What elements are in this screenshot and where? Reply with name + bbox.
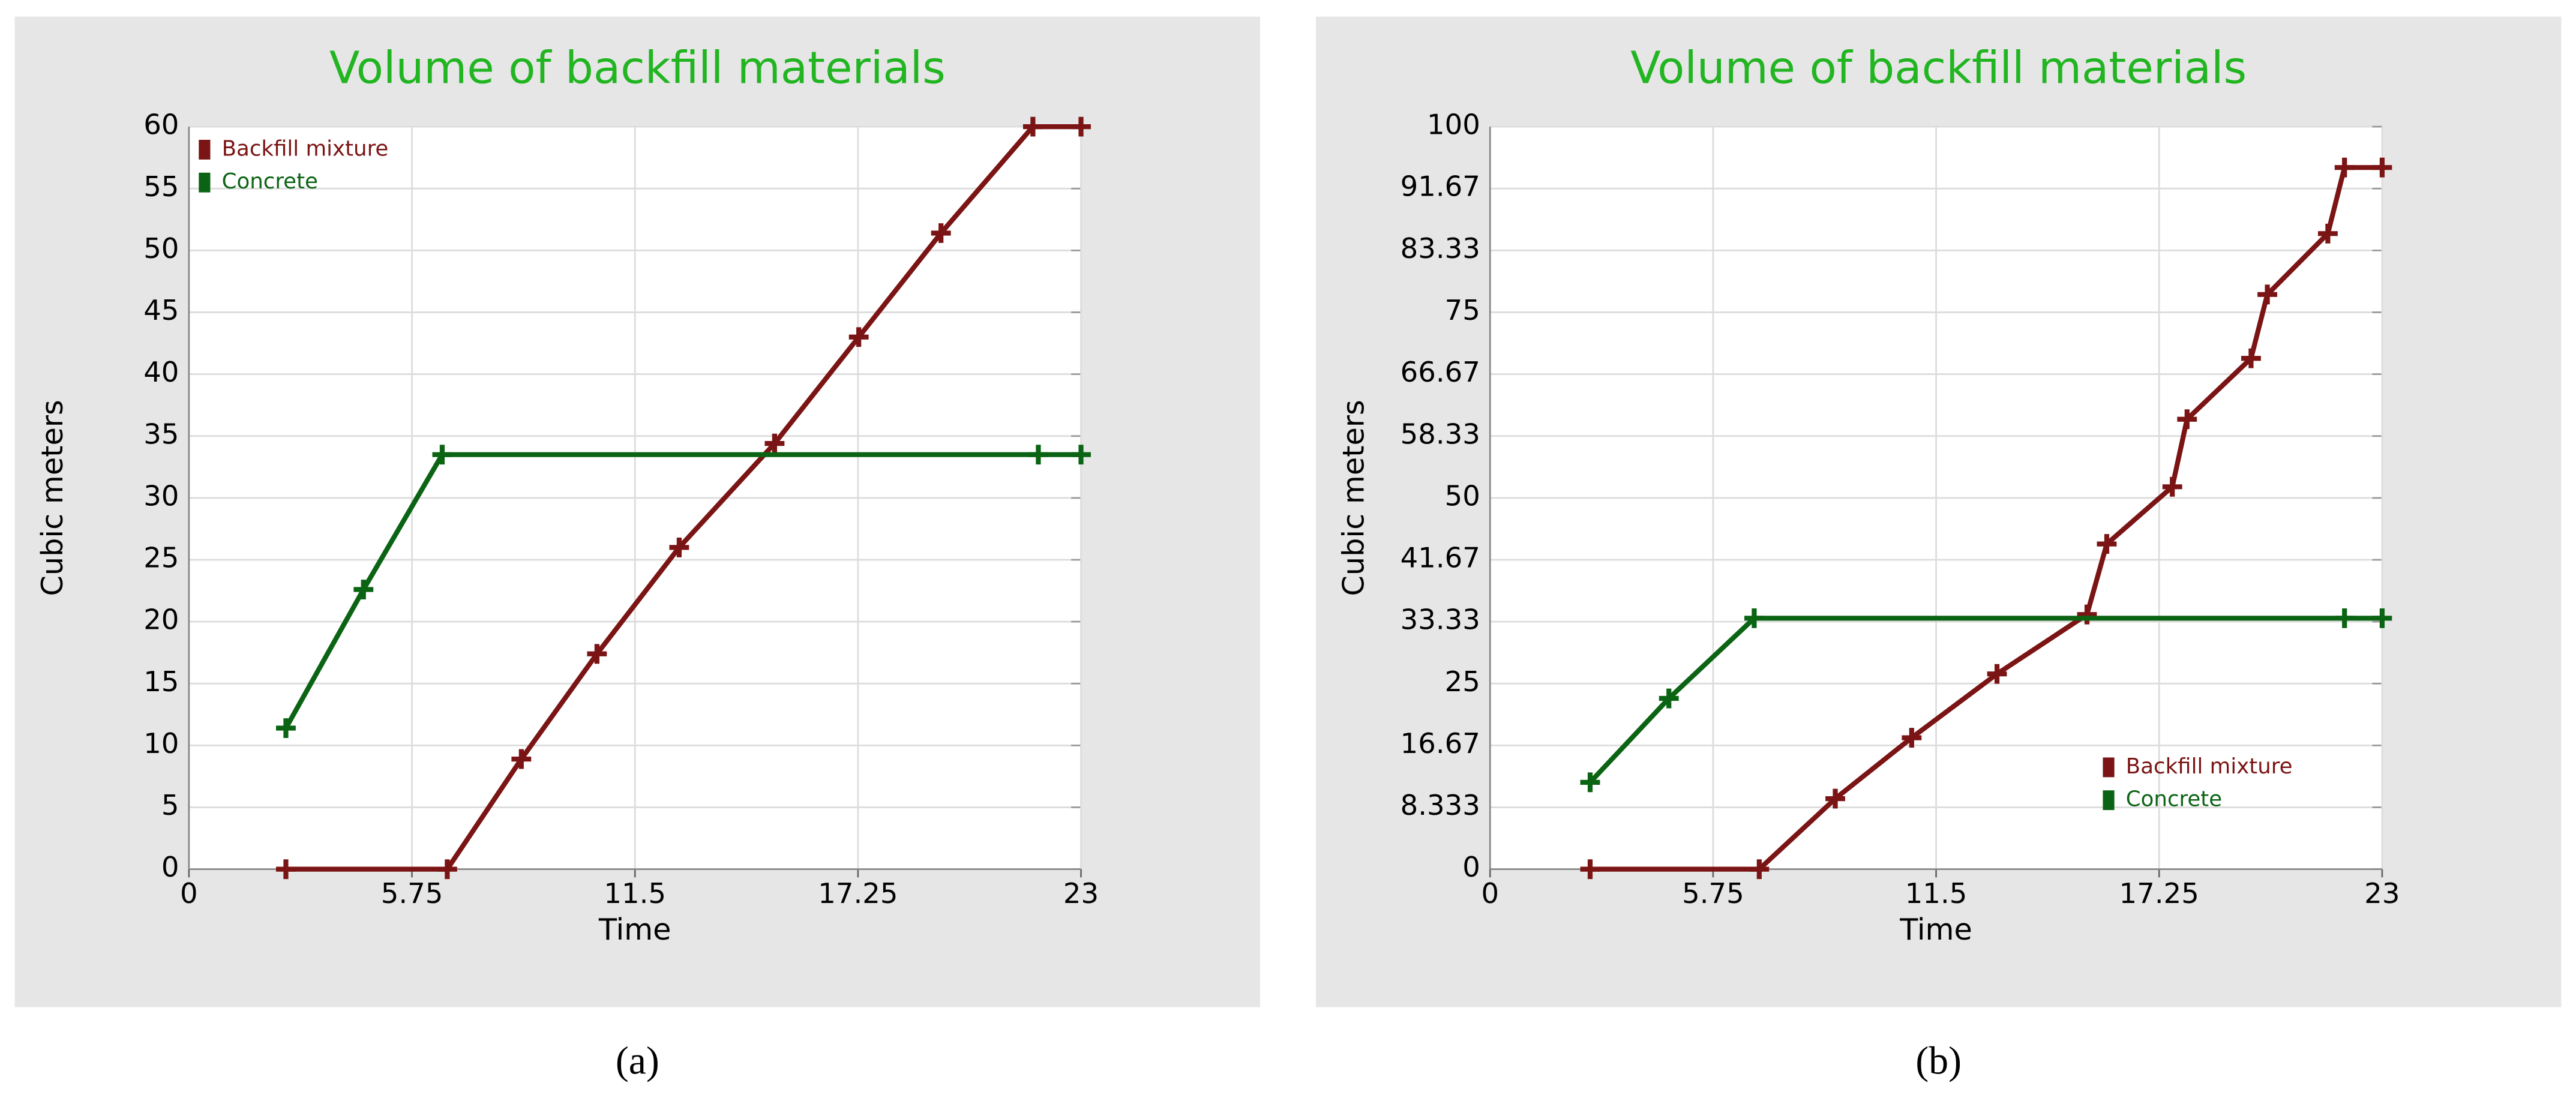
point-marker bbox=[2177, 409, 2197, 430]
point-marker bbox=[1071, 116, 1091, 137]
y-tick-label: 33.33 bbox=[1401, 604, 1480, 636]
y-tick-label: 50 bbox=[143, 232, 179, 265]
y-tick-label: 20 bbox=[143, 604, 179, 636]
point-marker bbox=[276, 718, 296, 738]
x-axis-label: Time bbox=[598, 912, 671, 947]
point-marker bbox=[1825, 788, 1845, 809]
x-axis-label: Time bbox=[1899, 912, 1972, 947]
y-tick-label: 83.33 bbox=[1401, 232, 1480, 265]
point-marker bbox=[1749, 859, 1770, 880]
point-marker bbox=[2372, 157, 2392, 178]
y-tick-label: 40 bbox=[143, 356, 179, 388]
chart: Volume of backfill materials 0 5 10 15 20 25 30… bbox=[14, 16, 1260, 1083]
point-marker bbox=[1987, 664, 2007, 684]
point-marker bbox=[1580, 772, 1600, 793]
chart-title: Volume of backfill materials bbox=[329, 43, 946, 94]
point-marker bbox=[848, 327, 869, 347]
y-tick-label: 25 bbox=[143, 542, 179, 574]
point-marker bbox=[931, 223, 951, 243]
y-tick-label: 0 bbox=[1462, 851, 1480, 883]
legend-label: Concrete bbox=[2126, 787, 2222, 812]
y-tick-label: 60 bbox=[143, 109, 179, 141]
x-tick-label: 5.75 bbox=[1682, 877, 1744, 910]
point-marker bbox=[2318, 223, 2338, 244]
point-marker bbox=[1744, 608, 1764, 628]
x-tick-label: 17.25 bbox=[818, 877, 898, 910]
point-marker bbox=[1659, 688, 1679, 709]
point-marker bbox=[2257, 284, 2278, 305]
point-marker bbox=[2097, 534, 2117, 554]
x-tick-label: 5.75 bbox=[381, 877, 443, 910]
point-marker bbox=[2372, 608, 2392, 628]
legend-label: Backfill mixture bbox=[222, 136, 389, 161]
point-marker bbox=[2334, 157, 2355, 178]
point-marker bbox=[2077, 604, 2097, 625]
x-tick-label: 23 bbox=[1063, 877, 1099, 910]
x-tick-label: 0 bbox=[180, 877, 198, 910]
x-tick-label: 11.5 bbox=[1905, 877, 1968, 910]
caption: (b) bbox=[1915, 1039, 1962, 1083]
y-tick-label: 58.33 bbox=[1401, 418, 1480, 450]
x-tick-label: 17.25 bbox=[2119, 877, 2199, 910]
legend-label: Concrete bbox=[222, 169, 318, 194]
y-tick-label: 0 bbox=[161, 851, 179, 883]
point-marker bbox=[2241, 348, 2261, 368]
y-tick-label: 15 bbox=[143, 665, 179, 698]
chart-title: Volume of backfill materials bbox=[1630, 43, 2247, 94]
legend-swatch bbox=[199, 140, 211, 160]
point-marker bbox=[276, 859, 296, 880]
point-marker bbox=[1580, 859, 1600, 880]
point-marker bbox=[1071, 445, 1091, 465]
y-axis-label: Cubic meters bbox=[35, 400, 70, 596]
legend-swatch bbox=[199, 172, 211, 193]
y-tick-label: 30 bbox=[143, 479, 179, 512]
legend-swatch bbox=[2103, 790, 2115, 811]
x-tick-label: 0 bbox=[1481, 877, 1499, 910]
y-tick-label: 66.67 bbox=[1401, 356, 1480, 388]
y-tick-label: 91.67 bbox=[1401, 170, 1480, 203]
point-marker bbox=[2334, 608, 2355, 628]
series-line bbox=[286, 124, 1081, 872]
caption: (a) bbox=[616, 1039, 659, 1083]
point-marker bbox=[353, 580, 374, 599]
point-marker bbox=[511, 749, 532, 769]
legend-label: Backfill mixture bbox=[2126, 754, 2293, 779]
y-tick-label: 35 bbox=[143, 418, 179, 450]
point-marker bbox=[764, 433, 785, 454]
series-line bbox=[1590, 165, 2382, 872]
y-axis-label: Cubic meters bbox=[1336, 400, 1371, 596]
y-tick-label: 8.333 bbox=[1401, 789, 1480, 821]
y-tick-label: 55 bbox=[143, 170, 179, 203]
legend-swatch bbox=[2103, 757, 2115, 778]
point-marker bbox=[437, 859, 457, 880]
y-tick-label: 45 bbox=[143, 294, 179, 326]
point-marker bbox=[2162, 476, 2182, 497]
y-tick-label: 50 bbox=[1445, 479, 1480, 512]
y-tick-label: 75 bbox=[1445, 294, 1480, 326]
y-tick-label: 100 bbox=[1427, 109, 1480, 141]
y-tick-label: 16.67 bbox=[1401, 727, 1480, 760]
point-marker bbox=[1022, 116, 1043, 137]
point-marker bbox=[432, 445, 452, 465]
y-tick-label: 10 bbox=[143, 727, 179, 760]
x-tick-label: 11.5 bbox=[604, 877, 666, 910]
y-tick-label: 5 bbox=[161, 789, 179, 821]
point-marker bbox=[1028, 445, 1048, 465]
point-marker bbox=[587, 644, 607, 664]
point-marker bbox=[1902, 728, 1922, 748]
x-tick-label: 23 bbox=[2364, 877, 2400, 910]
chart: Volume of backfill materials 0 8.333 16.67 2… bbox=[1316, 16, 2562, 1083]
point-marker bbox=[669, 537, 689, 557]
y-tick-label: 41.67 bbox=[1401, 541, 1480, 574]
y-tick-label: 25 bbox=[1445, 665, 1480, 698]
